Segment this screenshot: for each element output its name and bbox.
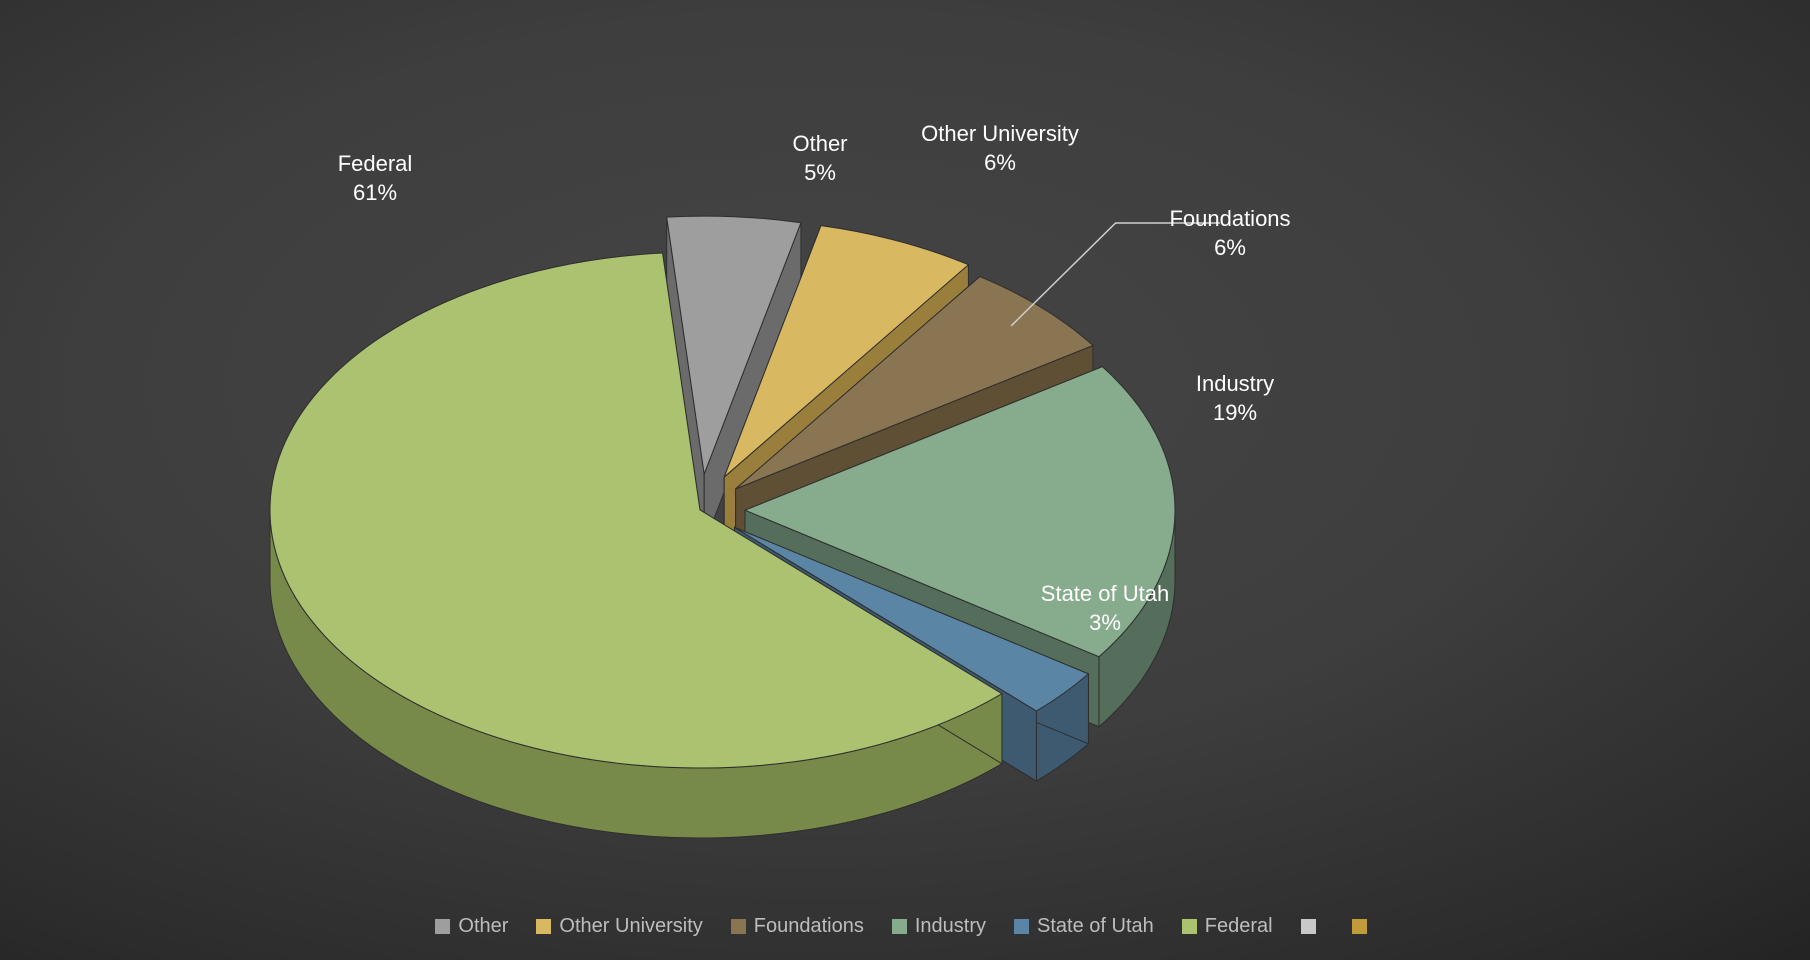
legend-label: Foundations [754,915,864,938]
legend-label: Other University [559,915,702,938]
slice-label: Federal61% [338,150,413,207]
legend-item [1301,919,1324,934]
legend-swatch [1352,919,1367,934]
slice-label-name: State of Utah [1041,580,1169,609]
pie-chart-svg [0,0,1810,960]
legend-item: State of Utah [1014,915,1154,938]
legend-swatch [435,919,450,934]
legend-item: Other University [536,915,702,938]
slice-label-pct: 61% [338,179,413,208]
slice-label-pct: 5% [792,159,847,188]
chart-legend: Other Other University Foundations Industry… [0,915,1810,940]
legend-label: Industry [915,915,986,938]
slice-label: Industry19% [1196,370,1274,427]
legend-swatch [536,919,551,934]
legend-item: Federal [1182,915,1273,938]
slice-label: State of Utah3% [1041,580,1169,637]
legend-swatch [1301,919,1316,934]
legend-label: Other [458,915,508,938]
slice-label-name: Federal [338,150,413,179]
legend-item [1352,919,1375,934]
legend-label: State of Utah [1037,915,1154,938]
legend-swatch [1182,919,1197,934]
slice-label-name: Other University [921,120,1079,149]
legend-swatch [1014,919,1029,934]
legend-item: Industry [892,915,986,938]
slice-label-pct: 3% [1041,609,1169,638]
slice-label-name: Industry [1196,370,1274,399]
slice-label: Other5% [792,130,847,187]
slice-label-name: Foundations [1169,205,1290,234]
legend-swatch [892,919,907,934]
slice-label-pct: 19% [1196,399,1274,428]
slice-label-pct: 6% [1169,234,1290,263]
slice-label: Other University6% [921,120,1079,177]
legend-item: Other [435,915,508,938]
legend-label: Federal [1205,915,1273,938]
legend-swatch [731,919,746,934]
legend-item: Foundations [731,915,864,938]
slice-label-pct: 6% [921,149,1079,178]
slice-label: Foundations6% [1169,205,1290,262]
slice-label-name: Other [792,130,847,159]
pie-chart-container: Other5%Other University6%Foundations6%In… [0,0,1810,960]
